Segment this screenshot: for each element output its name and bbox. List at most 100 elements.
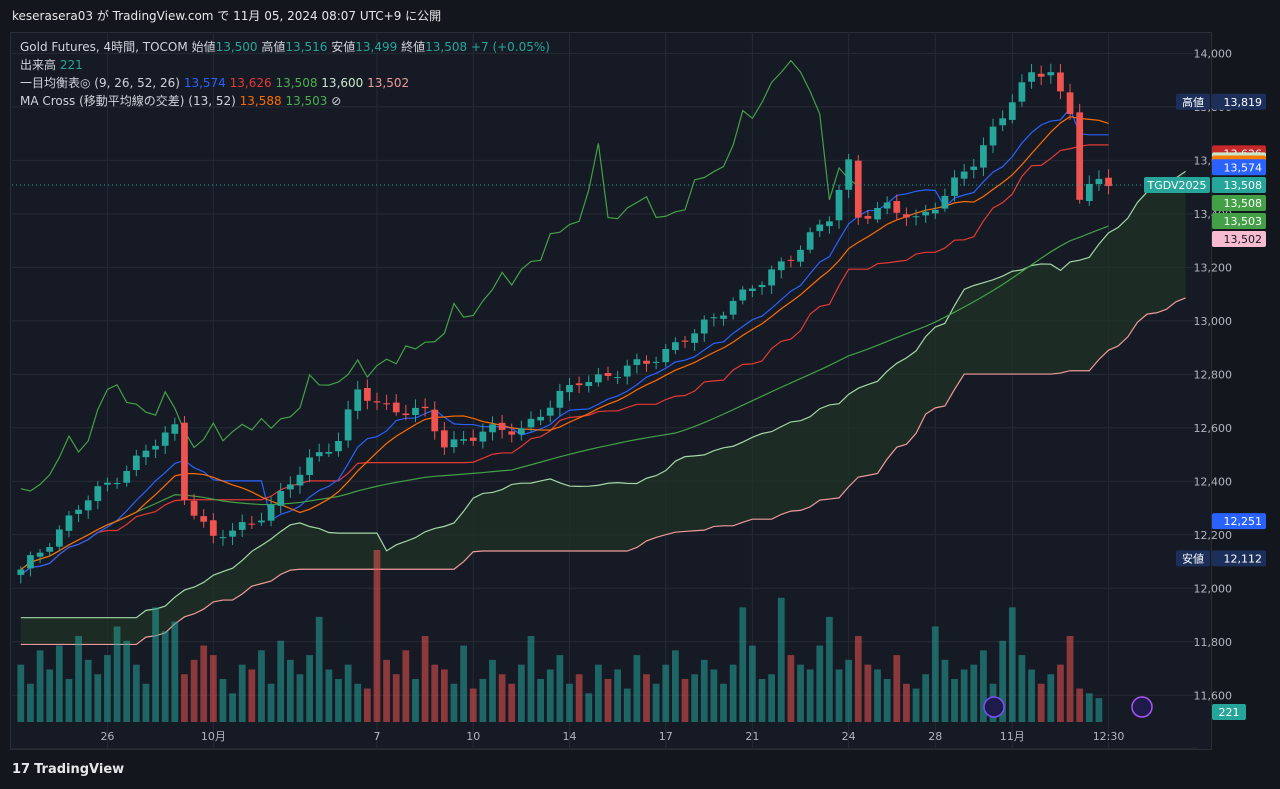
close-label: 終値: [401, 40, 426, 54]
candle-body: [980, 145, 987, 168]
volume-bar: [1018, 655, 1026, 722]
x-axis-tick-label: 24: [842, 730, 856, 743]
volume-bar: [556, 655, 564, 722]
volume-bar: [912, 688, 920, 722]
candle-body: [142, 450, 150, 458]
ma-slow-line: [20, 225, 1109, 571]
price-axis-label-bg: [1212, 93, 1266, 110]
ma-fast-value: 13,588: [239, 94, 282, 108]
candle-body: [720, 315, 727, 319]
candle-body: [479, 431, 487, 442]
candle-body: [248, 523, 256, 525]
volume-bar: [258, 650, 265, 722]
candle-body: [286, 484, 294, 490]
candle-body: [363, 388, 371, 401]
price-axis-caption-bg: [1176, 550, 1210, 567]
volume-bar: [546, 669, 554, 722]
price-axis-label[interactable]: 13,508 TGDV2025: [1144, 176, 1266, 193]
y-axis-tick-label: 12,400: [1194, 475, 1233, 488]
price-axis-label[interactable]: 13,502: [1212, 230, 1266, 247]
candle-body: [643, 360, 650, 364]
price-axis-label[interactable]: 13,574: [1212, 159, 1266, 176]
volume-bar: [84, 659, 92, 722]
volume-bar: [286, 659, 294, 722]
volume-bar: [729, 664, 737, 722]
candle-body: [1057, 72, 1064, 92]
price-axis-label-text: 13,502: [1224, 233, 1263, 246]
volume-bar: [469, 688, 477, 722]
volume-bar: [941, 659, 949, 722]
volume-bar: [951, 679, 958, 722]
y-axis-tick-label: 12,800: [1194, 368, 1233, 381]
tradingview-brand[interactable]: 17 TradingView: [12, 762, 124, 777]
candle-body: [383, 403, 390, 405]
change-value: +7 (+0.05%): [470, 40, 550, 54]
x-axis-tick-label: 17: [659, 730, 673, 743]
symbol-name[interactable]: Gold Futures, 4時間, TOCOM: [20, 40, 188, 54]
volume-bar: [306, 655, 313, 722]
y-axis-tick-label: 13,200: [1194, 261, 1233, 274]
volume-bar: [181, 674, 188, 722]
volume-bar: [161, 631, 169, 722]
legend-ichimoku-row[interactable]: 一目均衡表◎ (9, 26, 52, 26) 13,574 13,626 13,…: [20, 74, 550, 92]
volume-bar: [604, 679, 612, 722]
candle-body: [768, 269, 776, 286]
legend-ma-row[interactable]: MA Cross (移動平均線の交差) (13, 52) 13,588 13,5…: [20, 92, 550, 110]
open-label: 始値: [191, 40, 216, 54]
price-axis-label[interactable]: 12,251: [1212, 513, 1266, 530]
symbol-tag: TGDV2025: [1146, 179, 1206, 192]
candle-body: [209, 520, 217, 536]
volume-bar: [922, 674, 930, 722]
price-axis-label-bg: [1212, 176, 1266, 193]
ichimoku-spanA-value: 13,600: [321, 76, 364, 90]
y-axis-tick-label: 11,600: [1194, 689, 1233, 702]
candle-body: [1085, 183, 1093, 202]
price-axis-label[interactable]: 13,819 高値: [1176, 93, 1266, 110]
volume-bar: [864, 664, 872, 722]
candle-body: [161, 432, 169, 446]
ichimoku-chikou-value: 13,508: [275, 76, 318, 90]
volume-bar: [883, 679, 891, 722]
candle-body: [219, 537, 227, 539]
price-axis-label[interactable]: 13,503: [1212, 212, 1266, 229]
candle-body: [258, 520, 265, 523]
candle-body: [412, 407, 419, 416]
volume-bar: [460, 645, 467, 722]
volume-bar: [980, 650, 987, 722]
ichimoku-kijun-value: 13,626: [229, 76, 272, 90]
volume-bar: [614, 669, 621, 722]
x-axis-tick-label: 14: [562, 730, 576, 743]
legend-symbol-row[interactable]: Gold Futures, 4時間, TOCOM 始値13,500 高値13,5…: [20, 38, 550, 56]
ichimoku-label: 一目均衡表◎ (9, 26, 52, 26): [20, 76, 180, 90]
ichimoku-cloud: [20, 171, 1186, 645]
price-axis-label[interactable]: 13,508: [1212, 194, 1266, 211]
hidden-icon[interactable]: ⊘: [331, 94, 342, 108]
ichimoku-kijun: [20, 144, 1109, 576]
volume-value: 221: [59, 58, 83, 72]
candle-body: [94, 486, 102, 502]
volume-bar: [854, 636, 862, 722]
volume-bar: [489, 659, 496, 722]
volume-bar: [392, 674, 400, 722]
volume-bar: [970, 664, 978, 722]
candle-body: [65, 515, 73, 531]
candle-body: [123, 471, 131, 483]
y-axis-tick-label: 14,000: [1194, 47, 1233, 60]
candle-body: [749, 288, 756, 292]
legend-volume-row[interactable]: 出来高 221: [20, 56, 550, 74]
volume-bar: [874, 669, 881, 722]
publish-header: keserasera03 が TradingView.com で 11月 05,…: [0, 0, 1280, 32]
candle-body: [739, 289, 747, 301]
candle-body: [344, 409, 352, 441]
price-axis-label-text: 13,508: [1224, 179, 1263, 192]
candle-body: [1008, 102, 1016, 120]
volume-bar: [229, 693, 236, 722]
volume-bar: [903, 683, 910, 722]
volume-bar: [508, 683, 516, 722]
y-axis-tick-label: 12,000: [1194, 582, 1233, 595]
candle-body: [883, 202, 891, 209]
price-axis-label[interactable]: 12,112 安値: [1176, 550, 1266, 567]
candle-body: [335, 440, 342, 452]
candle-body: [238, 522, 246, 530]
